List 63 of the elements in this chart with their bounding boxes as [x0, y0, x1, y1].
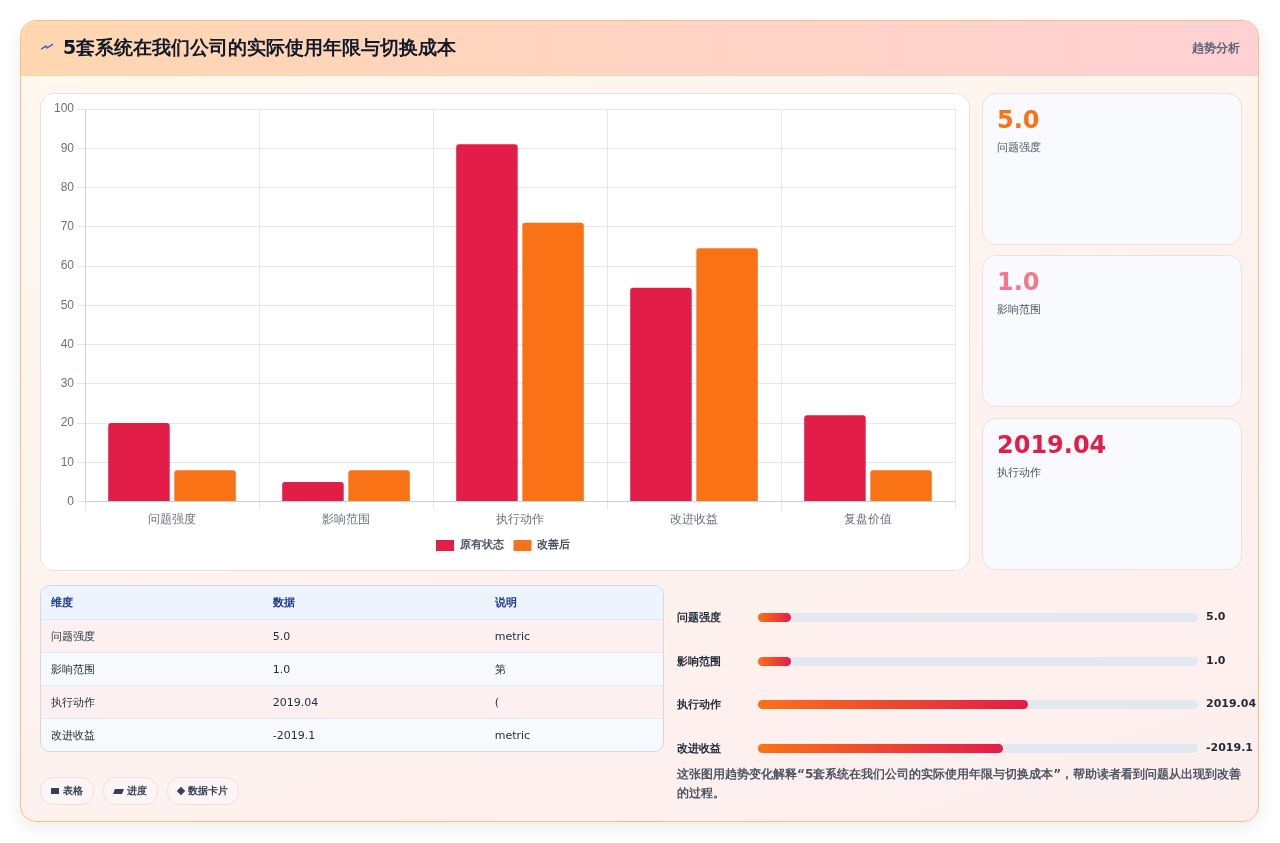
bar	[348, 470, 410, 502]
y-tick-label: 90	[60, 140, 75, 155]
bar	[696, 248, 758, 502]
text: 进度	[127, 784, 147, 798]
y-tick-label: 70	[60, 219, 75, 234]
bar	[630, 287, 692, 502]
x-tick-label: 改进收益	[670, 511, 719, 526]
y-tick-label: 80	[60, 179, 75, 194]
bar	[282, 481, 344, 502]
y-tick-label: 60	[60, 258, 75, 273]
text: (	[493, 695, 500, 709]
text: 2019.04	[997, 431, 1107, 459]
text: 5.0	[1206, 610, 1226, 623]
bar	[456, 144, 518, 502]
text: -2019.1	[271, 728, 317, 742]
text: 影响范围	[50, 661, 96, 677]
text: -2019.1	[1206, 741, 1254, 755]
text: 表格	[63, 784, 83, 798]
text: 5.0	[997, 106, 1040, 134]
text: 数据卡片	[188, 784, 228, 798]
y-tick-label: 20	[60, 415, 75, 430]
text: 5.0	[271, 629, 292, 643]
y-tick-label: 100	[53, 101, 75, 116]
bar	[174, 470, 236, 502]
legend-label: 改善后	[537, 538, 570, 552]
bar	[804, 415, 866, 502]
text: 执行动作	[997, 465, 1041, 480]
text: 改进收益	[677, 741, 721, 757]
text: 问题强度	[997, 140, 1041, 155]
text: 2019.04	[271, 695, 320, 709]
text: 影响范围	[677, 653, 721, 669]
text: 趋势分析	[1192, 40, 1240, 57]
text: 维度	[50, 595, 74, 610]
text: 问题强度	[50, 628, 96, 644]
bar	[108, 423, 170, 502]
y-tick-label: 40	[60, 336, 75, 351]
text: 2019.04	[1206, 697, 1257, 711]
x-tick-label: 执行动作	[496, 511, 545, 526]
text: 1.0	[1206, 653, 1226, 667]
y-tick-label: 30	[60, 376, 75, 391]
bar	[870, 470, 932, 502]
text: 1.0	[271, 662, 292, 676]
y-tick-label: 0	[67, 493, 75, 508]
text: 第	[493, 661, 507, 677]
text: metric	[493, 728, 532, 742]
text: 执行动作	[50, 694, 96, 710]
text: 这张图用趋势变化解释“5套系统在我们公司的实际使用年限与切换成本”，帮助读者看到问题从出现到改善的过程。	[677, 766, 1243, 802]
text: 改进收益	[50, 727, 96, 743]
x-tick-label: 复盘价值	[844, 511, 892, 526]
text: 影响范围	[997, 302, 1041, 317]
y-tick-label: 50	[60, 297, 75, 312]
x-tick-label: 影响范围	[322, 511, 371, 526]
y-tick-label: 10	[60, 454, 75, 469]
text: 说明	[493, 595, 518, 610]
bar	[522, 222, 584, 502]
text: metric	[493, 629, 532, 643]
text: 1.0	[997, 268, 1040, 296]
text: 问题强度	[677, 610, 721, 625]
text: 执行动作	[677, 697, 721, 713]
text: 数据	[271, 595, 296, 610]
x-tick-label: 问题强度	[148, 511, 197, 526]
text: 5套系统在我们公司的实际使用年限与切换成本	[63, 35, 457, 60]
legend-label: 原有状态	[458, 538, 505, 552]
